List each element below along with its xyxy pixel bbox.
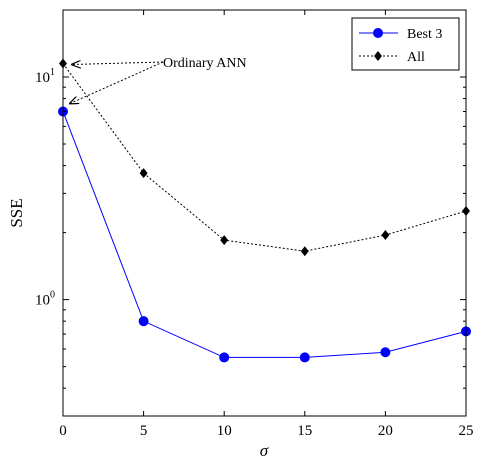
- legend-marker-best3: [373, 28, 383, 38]
- series-line-best-3: [62, 111, 467, 358]
- data-point-best-3: [380, 347, 391, 358]
- data-point-all: [139, 168, 148, 179]
- axes-layer: 0 5 10 15 20 25 100 101: [35, 9, 474, 439]
- y-axis-title: SSE: [7, 198, 26, 227]
- series-layer: [58, 58, 471, 363]
- annotation-arrow: [70, 61, 164, 103]
- x-tick-label: 20: [378, 423, 393, 439]
- y-tick-label: 101: [35, 67, 55, 86]
- legend: Best 3 All: [351, 17, 460, 71]
- legend-box: [351, 17, 460, 71]
- legend-label-best3: Best 3: [407, 27, 442, 42]
- data-point-all: [381, 230, 390, 241]
- series-line-all: [62, 63, 467, 252]
- data-point-all: [220, 235, 229, 246]
- annotation-text: Ordinary ANN: [163, 56, 247, 71]
- x-tick-label: 10: [217, 423, 232, 439]
- x-axis-title: σ: [260, 441, 269, 460]
- data-point-best-3: [138, 316, 149, 327]
- legend-marker-all: [374, 51, 382, 61]
- x-tick-label: 15: [297, 423, 312, 439]
- annotation-arrow: [72, 62, 164, 64]
- x-tick-label: 5: [140, 423, 148, 439]
- plot-frame: [62, 9, 467, 417]
- plot-area: [63, 10, 466, 416]
- y-tick-label: 100: [35, 290, 55, 309]
- data-point-best-3: [299, 352, 310, 363]
- data-point-all: [300, 246, 309, 257]
- annotation-layer: Ordinary ANN: [70, 56, 247, 103]
- x-tick-label: 25: [459, 423, 474, 439]
- x-tick-label: 0: [59, 423, 67, 439]
- legend-label-all: All: [407, 50, 425, 65]
- data-point-best-3: [219, 352, 230, 363]
